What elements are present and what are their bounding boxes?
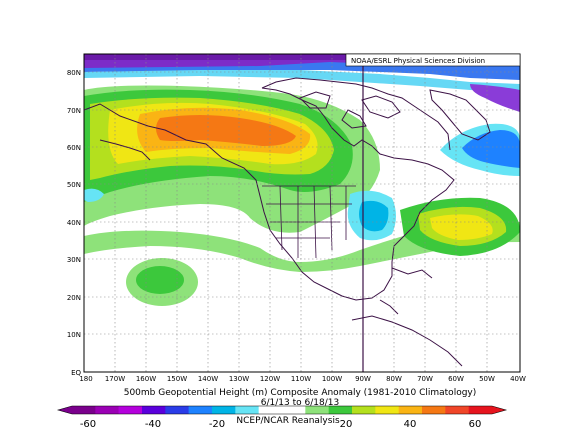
colorbar-swatch <box>95 406 119 414</box>
colorbar-swatch <box>282 406 306 414</box>
colorbar-arrow-low <box>58 406 72 414</box>
colorbar-swatch <box>468 406 493 414</box>
anomaly-field-green-pacific-inner <box>136 266 184 294</box>
lon-label: 180 <box>79 375 92 383</box>
lat-label: 20N <box>67 294 81 302</box>
lon-label: 60W <box>448 375 464 383</box>
lat-label: EQ <box>71 369 81 377</box>
state-borders <box>262 185 356 259</box>
lat-label: 50N <box>67 181 81 189</box>
colorbar-swatch <box>188 406 213 414</box>
lon-label: 150W <box>167 375 187 383</box>
lat-label: 80N <box>67 69 81 77</box>
colorbar-tick: -20 <box>209 419 225 430</box>
colorbar-swatch <box>142 406 166 414</box>
colorbar-swatch <box>305 406 329 414</box>
colorbar-tick: 20 <box>340 419 353 430</box>
lon-label: 100W <box>322 375 342 383</box>
lon-label: 50W <box>479 375 495 383</box>
colorbar-arrow-high <box>492 406 506 414</box>
colorbar-frame <box>56 405 508 415</box>
anomaly-field-blue-arctic <box>84 62 520 80</box>
colorbar-tick: 60 <box>469 419 482 430</box>
credit-box <box>345 53 521 67</box>
colorbar-tick: -60 <box>80 419 96 430</box>
lon-label: 160W <box>136 375 156 383</box>
lon-label: 70W <box>417 375 433 383</box>
colorbar-swatch <box>72 406 96 414</box>
lon-label: 80W <box>386 375 402 383</box>
anomaly-field-lightblue-patch1 <box>84 188 104 202</box>
lat-label: 70N <box>67 107 81 115</box>
colorbar-swatch <box>212 406 236 414</box>
lat-label: 30N <box>67 256 81 264</box>
colorbar-swatch <box>398 406 423 414</box>
colorbar-swatch <box>118 406 143 414</box>
lon-label: 120W <box>260 375 280 383</box>
colorbar-swatch <box>328 406 353 414</box>
anomaly-field-yellow2-atlantic <box>430 214 493 240</box>
lat-label: 10N <box>67 331 81 339</box>
credit-text: NOAA/ESRL Physical Sciences Division <box>351 57 485 65</box>
lon-label: 130W <box>229 375 249 383</box>
anomaly-field-lightblue-patch2 <box>390 116 432 149</box>
colorbar-swatch <box>165 406 189 414</box>
colorbar-tick: 40 <box>404 419 417 430</box>
colorbar-labels: -60 -40 -20 20 40 60 <box>80 419 482 430</box>
plot-frame <box>83 53 521 373</box>
lat-axis: 80N 70N 60N 50N 40N 30N 20N 10N EQ <box>67 69 82 377</box>
lon-label: 90W <box>355 375 371 383</box>
colorbar-swatch <box>422 406 446 414</box>
coastlines <box>84 77 491 367</box>
anomaly-field-darkorange <box>156 115 296 146</box>
caption-title: 500mb Geopotential Height (m) Composite … <box>124 388 477 398</box>
anomaly-field-lightblue-arctic <box>84 70 520 92</box>
lat-label: 60N <box>67 144 81 152</box>
lat-label: 40N <box>67 219 81 227</box>
lon-label: 140W <box>198 375 218 383</box>
graticule <box>84 54 520 372</box>
caption-dates: 6/1/13 to 6/18/13 <box>261 398 339 408</box>
colorbar <box>56 405 508 415</box>
colorbar-swatch <box>352 406 376 414</box>
anomaly-field-purple-right <box>470 84 520 112</box>
lon-axis: 180 170W 160W 150W 140W 130W 120W 110W 1… <box>79 375 526 383</box>
colorbar-swatch <box>445 406 469 414</box>
colorbar-tick: -40 <box>145 419 161 430</box>
lon-label: 40W <box>510 375 526 383</box>
colorbar-swatch <box>375 406 399 414</box>
colorbar-swatch <box>235 406 259 414</box>
lon-label: 110W <box>291 375 311 383</box>
colorbar-swatch <box>258 406 283 414</box>
anomaly-field-blue-greatlakes <box>359 200 389 232</box>
lon-label: 170W <box>105 375 125 383</box>
caption-source: NCEP/NCAR Reanalysis <box>236 416 340 426</box>
